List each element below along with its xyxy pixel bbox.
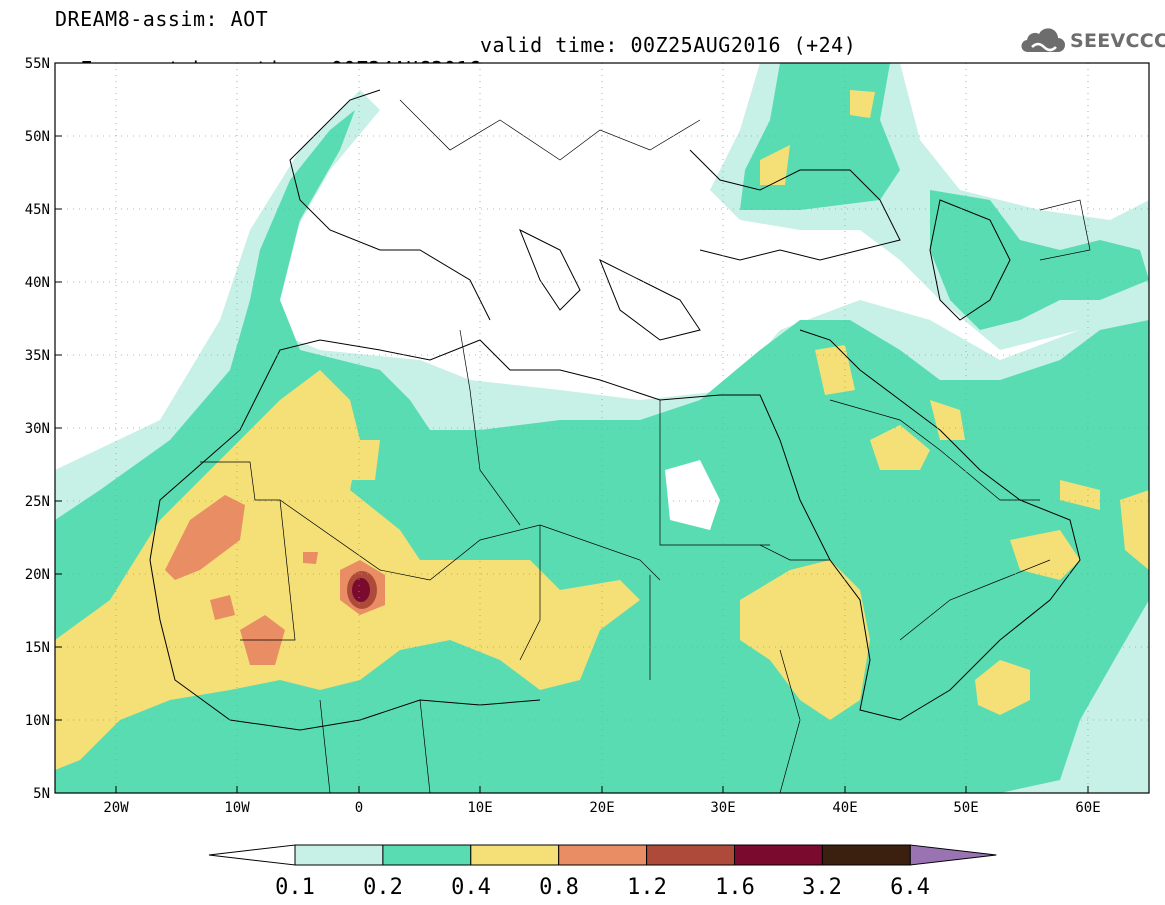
lat-label: 40N xyxy=(25,275,50,291)
colorbar-under-arrow xyxy=(208,844,296,866)
lat-label: 25N xyxy=(25,494,50,510)
colorbar-segment xyxy=(734,844,823,866)
lat-label: 55N xyxy=(25,56,50,72)
colorbar-segment xyxy=(382,844,472,866)
lon-label: 30E xyxy=(710,800,735,816)
seevccc-logo: SEEVCCC xyxy=(1018,24,1165,58)
lat-label: 5N xyxy=(33,786,50,802)
lon-label: 50E xyxy=(953,800,978,816)
axis-ticks xyxy=(55,62,1089,793)
lon-label: 10E xyxy=(467,800,492,816)
lon-label: 0 xyxy=(355,800,363,816)
cloud-icon xyxy=(1021,28,1065,53)
lon-label: 20E xyxy=(589,800,614,816)
colorbar-label: 0.1 xyxy=(275,875,315,900)
aot-level-1.6 xyxy=(352,578,370,602)
colorbar-over-arrow xyxy=(909,844,997,866)
lon-label: 60E xyxy=(1075,800,1100,816)
lat-label: 35N xyxy=(25,348,50,364)
aot-clear-areas xyxy=(250,63,720,530)
lat-label: 20N xyxy=(25,567,50,583)
colorbar-segment xyxy=(646,844,735,866)
lon-label: 20W xyxy=(103,800,129,816)
lat-label: 45N xyxy=(25,202,50,218)
lat-labels: 55N 50N 45N 40N 35N 30N 25N 20N 15N 10N … xyxy=(25,56,50,802)
colorbar-segment xyxy=(821,844,911,866)
lat-label: 30N xyxy=(25,421,50,437)
colorbar-segment xyxy=(470,844,560,866)
map-title: DREAM8-assim: AOT xyxy=(55,7,269,31)
colorbar-label: 0.4 xyxy=(451,875,491,900)
colorbar-label: 6.4 xyxy=(890,875,930,900)
colorbar-label: 3.2 xyxy=(802,875,842,900)
lon-label: 40E xyxy=(832,800,857,816)
colorbar-segment xyxy=(294,844,384,866)
graticule xyxy=(55,63,1149,793)
colorbar-label: 1.6 xyxy=(715,875,755,900)
lat-label: 50N xyxy=(25,129,50,145)
colorbar-segment xyxy=(558,844,648,866)
valid-time-label: valid time: 00Z25AUG2016 (+24) xyxy=(480,33,857,57)
colorbar xyxy=(208,844,997,866)
lat-label: 15N xyxy=(25,640,50,656)
aot-field xyxy=(55,63,1149,793)
logo-text: SEEVCCC xyxy=(1070,30,1165,52)
coastlines xyxy=(149,89,1081,731)
colorbar-labels: 0.1 0.2 0.4 0.8 1.2 1.6 3.2 6.4 xyxy=(275,875,930,900)
lat-label: 10N xyxy=(25,713,50,729)
colorbar-label: 0.2 xyxy=(363,875,403,900)
colorbar-label: 1.2 xyxy=(627,875,667,900)
lon-labels: 20W 10W 0 10E 20E 30E 40E 50E 60E xyxy=(103,800,1100,816)
colorbar-label: 0.8 xyxy=(539,875,579,900)
lon-label: 10W xyxy=(224,800,250,816)
